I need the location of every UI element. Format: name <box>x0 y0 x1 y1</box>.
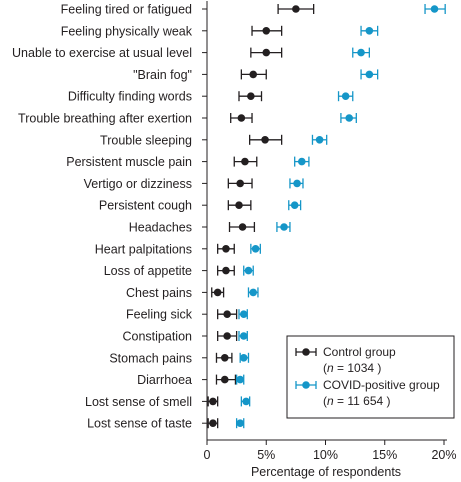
category-label: Chest pains <box>126 286 192 300</box>
category-label: Trouble breathing after exertion <box>18 112 192 126</box>
category-row: Vertigo or dizziness <box>84 177 304 191</box>
data-point-control <box>237 114 246 122</box>
data-point-control <box>262 48 271 57</box>
category-row: Unable to exercise at usual level <box>12 46 370 60</box>
data-point-control <box>223 332 231 340</box>
category-label: Feeling sick <box>126 308 193 322</box>
category-row: "Brain fog" <box>133 68 379 82</box>
category-row: Trouble breathing after exertion <box>18 112 357 126</box>
category-row: Persistent cough <box>99 199 302 213</box>
chart-rows: Feeling tired or fatigued Feeling physica… <box>12 3 446 431</box>
category-label: "Brain fog" <box>133 68 192 82</box>
data-point-covid <box>357 48 365 57</box>
data-point-control <box>222 266 230 275</box>
x-tick-label: 5% <box>257 448 275 462</box>
data-point-control <box>222 245 230 253</box>
data-point-covid <box>251 245 260 253</box>
category-label: Lost sense of smell <box>85 395 192 409</box>
legend: Control group (n = 1034 ) COVID-positive… <box>286 335 455 419</box>
data-point-covid <box>341 92 350 100</box>
data-point-covid <box>244 266 253 275</box>
category-row: Persistent muscle pain <box>66 155 310 169</box>
data-point-control <box>261 136 269 144</box>
data-point-control <box>292 5 300 13</box>
legend-n-control: (n = 1034 ) <box>323 361 381 375</box>
data-point-control <box>213 288 222 297</box>
data-point-covid <box>236 375 244 384</box>
category-label: Stomach pains <box>109 351 192 365</box>
category-row: Trouble sleeping <box>100 133 328 147</box>
data-point-covid <box>239 354 248 362</box>
category-label: Heart palpitations <box>95 242 192 256</box>
x-tick-label: 20% <box>431 448 456 462</box>
category-label: Feeling tired or fatigued <box>61 3 192 17</box>
data-point-covid <box>365 27 374 35</box>
data-point-covid <box>236 419 244 428</box>
data-point-control <box>223 310 231 319</box>
legend-label-control: Control group <box>323 345 396 359</box>
category-label: Trouble sleeping <box>100 133 192 147</box>
x-tick-label: 10% <box>313 448 338 462</box>
category-row: Difficulty finding words <box>68 90 354 104</box>
category-row: Feeling sick <box>126 308 248 322</box>
data-point-covid <box>293 179 301 188</box>
data-point-covid <box>290 201 299 209</box>
legend-n-covid: (n = 11 654 ) <box>323 394 391 408</box>
data-point-control <box>238 223 247 231</box>
x-axis: 0 5% 10% 15% 20% <box>204 1 457 462</box>
category-label: Vertigo or dizziness <box>84 177 192 191</box>
category-row: Lost sense of smell <box>85 395 251 409</box>
data-point-control <box>209 397 217 406</box>
legend-label-covid: COVID-positive group <box>323 378 440 392</box>
data-point-covid <box>430 5 439 13</box>
data-point-covid <box>280 223 288 231</box>
category-row: Heart palpitations <box>95 242 261 256</box>
data-point-control <box>220 354 229 362</box>
category-row: Constipation <box>123 330 248 344</box>
category-label: Unable to exercise at usual level <box>12 46 192 60</box>
data-point-covid <box>345 114 354 122</box>
legend-key-covid <box>295 381 317 389</box>
category-row: Stomach pains <box>109 351 250 365</box>
x-axis-title: Percentage of respondents <box>251 465 401 479</box>
category-row: Loss of appetite <box>104 264 254 278</box>
category-label: Diarrhoea <box>137 373 192 387</box>
category-label: Headaches <box>129 221 192 235</box>
data-point-covid <box>298 157 306 166</box>
data-point-control <box>241 157 249 166</box>
category-row: Diarrhoea <box>137 373 245 387</box>
legend-key-control <box>295 348 317 356</box>
category-row: Feeling physically weak <box>61 24 379 38</box>
category-label: Constipation <box>123 330 193 344</box>
legend-box <box>286 335 455 419</box>
data-point-covid <box>239 332 248 340</box>
data-point-control <box>247 92 255 100</box>
data-point-control <box>209 419 217 428</box>
data-point-covid <box>239 310 248 319</box>
data-point-control <box>249 70 258 79</box>
category-label: Persistent cough <box>99 199 192 213</box>
category-label: Difficulty finding words <box>68 90 192 104</box>
legend-key-dot <box>302 381 310 389</box>
data-point-covid <box>365 70 374 79</box>
data-point-covid <box>249 288 258 297</box>
data-point-control <box>236 179 244 188</box>
category-row: Feeling tired or fatigued <box>61 3 446 17</box>
category-label: Feeling physically weak <box>61 24 193 38</box>
data-point-covid <box>242 397 250 406</box>
category-label: Lost sense of taste <box>87 417 192 431</box>
category-label: Persistent muscle pain <box>66 155 192 169</box>
data-point-covid <box>315 136 324 144</box>
data-point-control <box>262 27 271 35</box>
x-tick-label: 0 <box>204 448 211 462</box>
category-row: Lost sense of taste <box>87 417 245 431</box>
category-label: Loss of appetite <box>104 264 192 278</box>
category-row: Chest pains <box>126 286 259 300</box>
data-point-control <box>220 375 229 384</box>
legend-key-dot <box>302 348 310 356</box>
x-tick-label: 15% <box>372 448 397 462</box>
category-row: Headaches <box>129 221 291 235</box>
data-point-control <box>235 201 243 209</box>
